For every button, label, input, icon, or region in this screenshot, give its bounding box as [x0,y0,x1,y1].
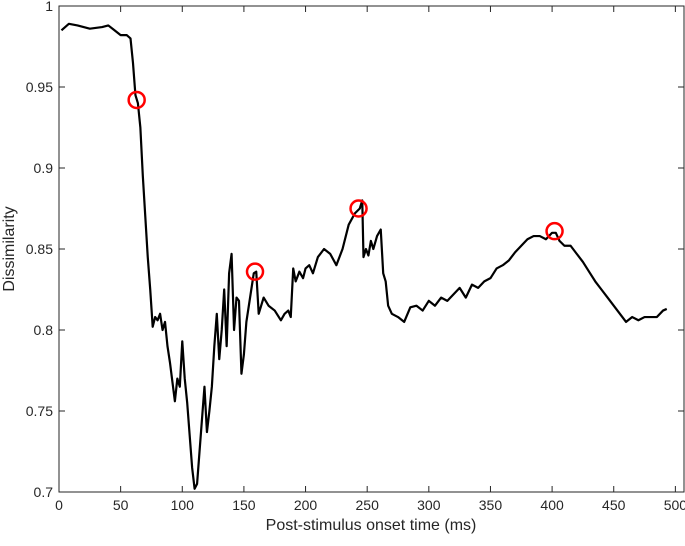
highlight-marker [245,262,265,281]
x-tick-label: 0 [55,497,63,513]
x-tick-label: 450 [602,497,626,513]
y-tick-label: 1 [45,0,53,14]
data-line [60,22,668,490]
highlight-marker [127,90,146,110]
x-tick-label: 250 [356,497,380,513]
y-tick-label: 0.8 [34,322,54,338]
y-tick-label: 0.9 [34,160,54,176]
highlight-marker [349,199,368,218]
x-tick-label: 200 [294,497,318,513]
x-tick-label: 500 [664,497,685,513]
x-tick-label: 100 [171,497,195,513]
y-tick-label: 0.85 [26,241,53,257]
x-axis-label: Post-stimulus onset time (ms) [266,517,477,534]
y-axis-label: Dissimilarity [1,206,18,291]
y-tick-label: 0.95 [26,79,53,95]
plot-box [58,5,685,493]
x-tick-label: 400 [540,497,564,513]
y-tick-label: 0.7 [34,484,54,500]
x-tick-label: 150 [232,497,256,513]
y-tick-label: 0.75 [26,403,53,419]
x-tick-label: 50 [113,497,129,513]
x-tick-label: 350 [479,497,503,513]
x-tick-label: 300 [417,497,441,513]
highlight-marker [545,221,564,241]
